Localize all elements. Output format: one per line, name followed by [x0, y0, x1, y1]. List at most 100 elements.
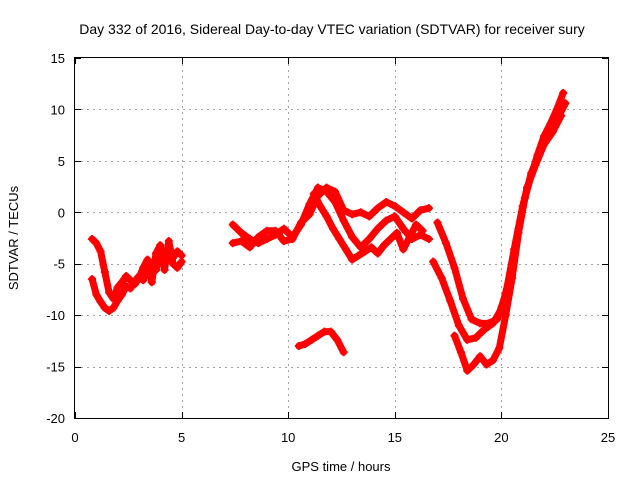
data-point: [488, 356, 497, 365]
data-point: [405, 232, 414, 241]
data-point: [322, 212, 331, 221]
data-point: [88, 275, 97, 284]
data-point: [429, 257, 438, 266]
data-point: [356, 243, 365, 252]
data-point: [228, 220, 237, 229]
data-point: [527, 171, 536, 180]
data-point: [177, 257, 186, 266]
data-point: [501, 311, 510, 320]
series-trace-trace-1b: [88, 235, 186, 303]
data-point: [399, 245, 408, 254]
data-point: [495, 344, 504, 353]
chart-title: Day 332 of 2016, Sidereal Day-to-day VTE…: [79, 21, 585, 37]
data-point: [134, 274, 143, 283]
data-point: [380, 241, 389, 250]
data-point: [117, 278, 126, 287]
data-point: [105, 307, 114, 316]
data-point: [173, 263, 182, 272]
data-point: [262, 235, 271, 244]
data-point: [326, 327, 335, 336]
data-point: [469, 360, 478, 369]
data-point: [354, 251, 363, 260]
data-point: [424, 204, 433, 213]
x-tick-label: 0: [71, 430, 78, 445]
data-point: [390, 202, 399, 211]
data-point: [520, 193, 529, 202]
data-point: [480, 325, 489, 334]
data-point: [339, 206, 348, 215]
data-point: [373, 249, 382, 258]
y-tick-label: 10: [51, 102, 65, 117]
data-point: [307, 335, 316, 344]
data-point: [169, 259, 178, 268]
data-point: [348, 255, 357, 264]
data-point: [237, 237, 246, 246]
data-point: [416, 206, 425, 215]
data-point: [314, 331, 323, 340]
y-tick-label: -20: [46, 411, 65, 426]
data-point: [301, 339, 310, 348]
data-point: [467, 315, 476, 324]
data-point: [348, 210, 357, 219]
data-point: [459, 294, 468, 303]
data-point: [454, 321, 463, 330]
data-point: [373, 204, 382, 213]
data-point: [237, 228, 246, 237]
y-axis-label: SDTVAR / TECUs: [6, 185, 21, 290]
data-point: [463, 335, 472, 344]
data-point: [540, 132, 549, 141]
data-point: [139, 263, 148, 272]
data-points-layer: [88, 88, 570, 375]
data-point: [433, 218, 442, 227]
data-point: [373, 224, 382, 233]
series-trace-trace-2c: [310, 190, 426, 264]
data-point: [365, 212, 374, 221]
data-point: [456, 348, 465, 357]
data-point: [418, 226, 427, 235]
data-point: [335, 235, 344, 244]
data-point: [130, 280, 139, 289]
y-tick-label: 0: [58, 205, 65, 220]
plot-frame: [74, 57, 609, 419]
data-point: [339, 216, 348, 225]
data-point: [100, 303, 109, 312]
data-point: [316, 202, 325, 211]
data-point: [331, 187, 340, 196]
data-point: [100, 267, 109, 276]
data-point: [152, 249, 161, 258]
x-tick-label: 20: [494, 430, 508, 445]
data-point: [328, 224, 337, 233]
data-point: [309, 189, 318, 198]
data-point: [514, 228, 523, 237]
data-point: [113, 283, 122, 292]
data-point: [390, 212, 399, 221]
data-point: [92, 290, 101, 299]
data-point: [533, 150, 542, 159]
data-point: [437, 274, 446, 283]
data-point: [279, 224, 288, 233]
series-trace-trace-2b: [229, 184, 433, 251]
data-point: [156, 241, 165, 250]
data-point: [314, 183, 323, 192]
data-point: [228, 239, 237, 248]
data-point: [471, 333, 480, 342]
axes-layer: 0 5 10 15 20 25 -20 -15 -10 -5 0 5 10 15: [46, 51, 615, 445]
data-point: [508, 274, 517, 283]
y-tick-label: -15: [46, 360, 65, 375]
data-point: [365, 235, 374, 244]
series-trace-trace-4c: [451, 89, 567, 375]
data-point: [399, 224, 408, 233]
y-tick-label: 15: [51, 51, 65, 66]
data-point: [271, 226, 280, 235]
data-point: [476, 352, 485, 361]
y-tick-label: 5: [58, 154, 65, 169]
data-point: [339, 348, 348, 357]
data-point: [557, 111, 566, 120]
data-point: [386, 235, 395, 244]
data-point: [109, 294, 118, 303]
data-point: [356, 208, 365, 217]
x-tick-label: 10: [281, 430, 295, 445]
data-point: [382, 216, 391, 225]
data-point: [294, 342, 303, 350]
data-point: [96, 297, 105, 306]
